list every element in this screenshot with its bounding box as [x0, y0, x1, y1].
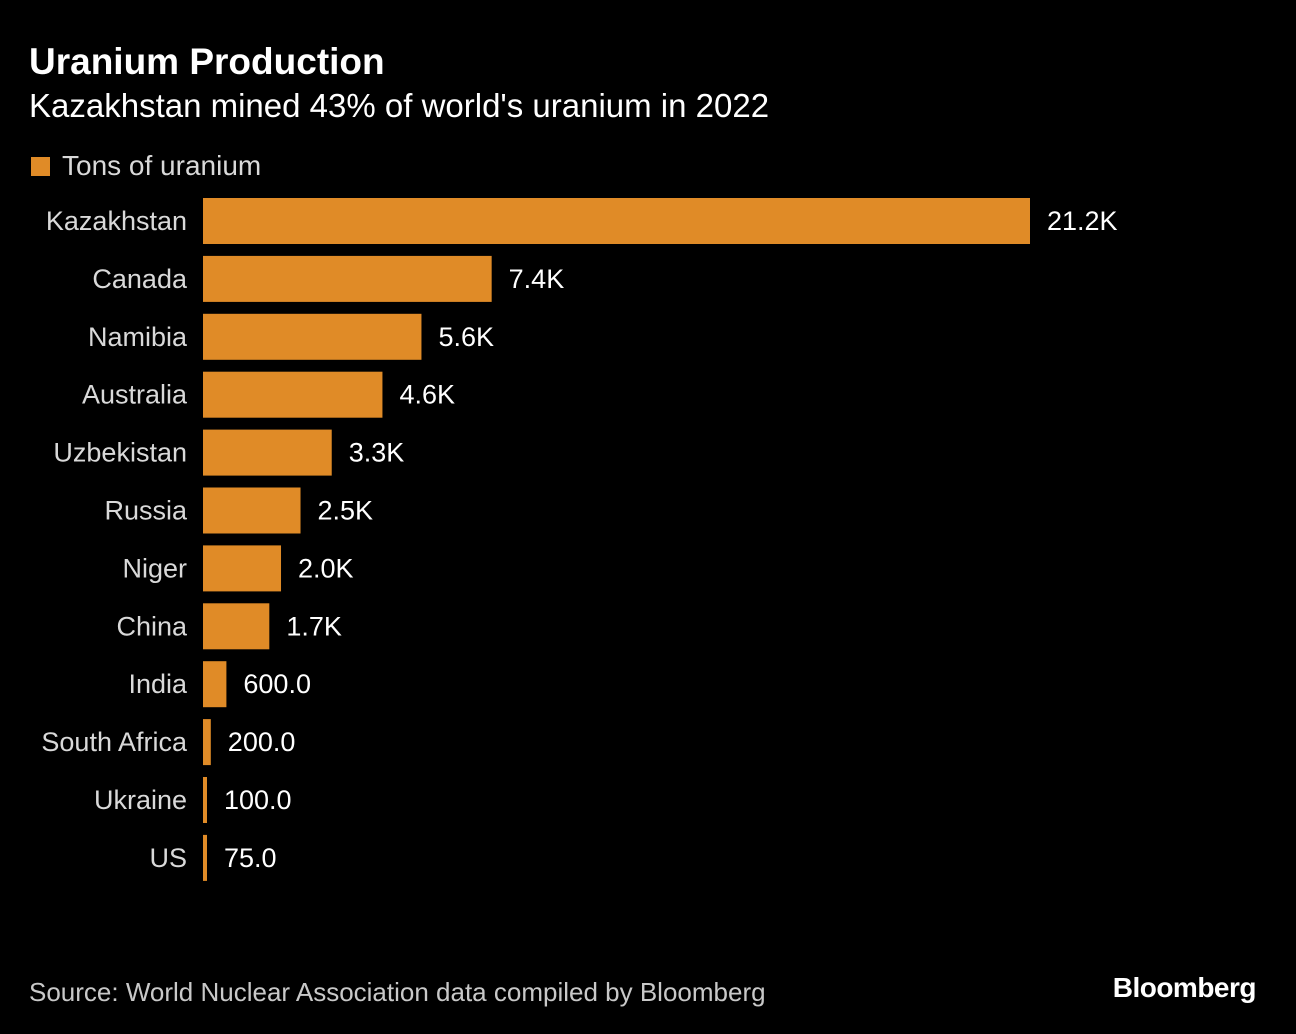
bar-kazakhstan [203, 198, 1030, 244]
bar-australia [203, 371, 383, 418]
bar-chart: Kazakhstan 21.2K Canada 7.4K Namibia 5.6K Aust… [41, 198, 1118, 881]
data-label: 75.0 [224, 843, 277, 873]
data-label: 1.7K [286, 611, 342, 641]
bar-us [203, 834, 207, 881]
data-label: 600.0 [243, 669, 311, 699]
data-label: 200.0 [228, 727, 296, 757]
category-label: Kazakhstan [46, 206, 187, 236]
data-label: 100.0 [224, 785, 292, 815]
bar-china [203, 603, 270, 650]
data-label: 7.4K [509, 264, 565, 294]
source-note: Source: World Nuclear Association data c… [29, 977, 766, 1007]
bar-niger [203, 545, 282, 592]
category-label: Ukraine [94, 785, 187, 815]
legend: Tons of uranium [31, 150, 261, 182]
data-label: 5.6K [438, 322, 494, 352]
bar-russia [203, 487, 301, 534]
category-label: Uzbekistan [53, 438, 187, 468]
bar-ukraine [203, 777, 207, 823]
category-label: US [149, 843, 187, 873]
category-label: Niger [122, 553, 187, 583]
category-label: Canada [92, 264, 188, 294]
data-label: 2.5K [318, 496, 374, 526]
category-label: India [128, 669, 188, 699]
legend-label: Tons of uranium [62, 150, 262, 181]
data-label: 21.2K [1047, 206, 1118, 236]
legend-swatch [31, 156, 50, 176]
category-label: Australia [82, 380, 188, 410]
data-label: 2.0K [298, 553, 354, 583]
bar-south-africa [203, 719, 211, 766]
bar-namibia [203, 313, 422, 360]
data-label: 4.6K [399, 380, 455, 410]
category-label: China [116, 611, 188, 641]
chart-title: Uranium Production [29, 41, 385, 82]
bar-uzbekistan [203, 429, 332, 476]
category-label: South Africa [41, 727, 188, 757]
bar-india [203, 661, 227, 708]
category-label: Russia [104, 496, 188, 526]
bar-canada [203, 255, 492, 302]
chart-subtitle: Kazakhstan mined 43% of world's uranium … [29, 87, 770, 124]
data-label: 3.3K [349, 438, 405, 468]
brand-logo: Bloomberg [1112, 972, 1257, 1003]
category-label: Namibia [88, 322, 188, 352]
